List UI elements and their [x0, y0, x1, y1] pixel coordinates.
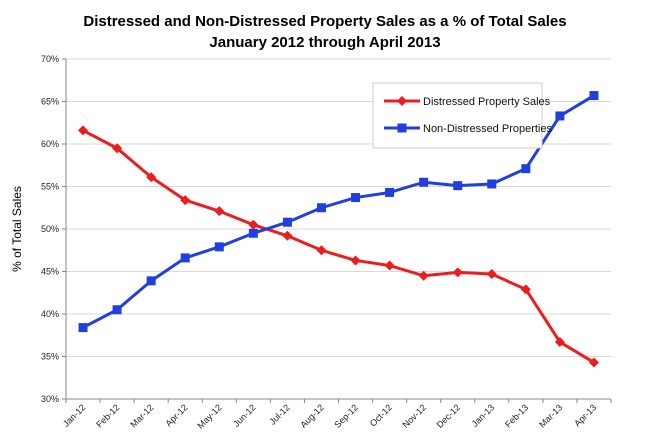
y-tick-label: 70%: [41, 54, 59, 64]
y-tick-label: 50%: [41, 224, 59, 234]
data-point-square: [453, 181, 462, 190]
data-point-square: [181, 253, 190, 262]
data-point-square: [487, 179, 496, 188]
y-tick-label: 65%: [41, 97, 59, 107]
data-point-square: [385, 188, 394, 197]
legend-label: Distressed Property Sales: [423, 96, 551, 108]
chart-background: [0, 0, 650, 442]
chart-title: Distressed and Non-Distressed Property S…: [83, 13, 566, 30]
line-chart: Distressed and Non-Distressed Property S…: [0, 0, 650, 442]
data-point-square: [351, 193, 360, 202]
legend-marker-square: [398, 124, 407, 133]
y-tick-label: 30%: [41, 394, 59, 404]
data-point-square: [215, 242, 224, 251]
data-point-square: [317, 203, 326, 212]
legend: Distressed Property Sales Non-Distressed …: [373, 83, 552, 148]
data-point-square: [521, 164, 530, 173]
y-tick-label: 60%: [41, 139, 59, 149]
y-axis-label: % of Total Sales: [10, 186, 24, 272]
chart-container: Distressed and Non-Distressed Property S…: [0, 0, 650, 442]
y-tick-label: 45%: [41, 267, 59, 277]
data-point-square: [113, 305, 122, 314]
y-tick-label: 35%: [41, 352, 59, 362]
data-point-square: [555, 111, 564, 120]
data-point-square: [79, 323, 88, 332]
y-tick-label: 40%: [41, 309, 59, 319]
data-point-square: [419, 178, 428, 187]
data-point-square: [249, 229, 258, 238]
y-tick-label: 55%: [41, 182, 59, 192]
data-point-square: [283, 218, 292, 227]
legend-label: Non-Distressed Properties: [423, 123, 552, 135]
data-point-square: [589, 91, 598, 100]
data-point-square: [147, 276, 156, 285]
legend-box: [373, 83, 542, 148]
chart-subtitle: January 2012 through April 2013: [209, 34, 440, 51]
